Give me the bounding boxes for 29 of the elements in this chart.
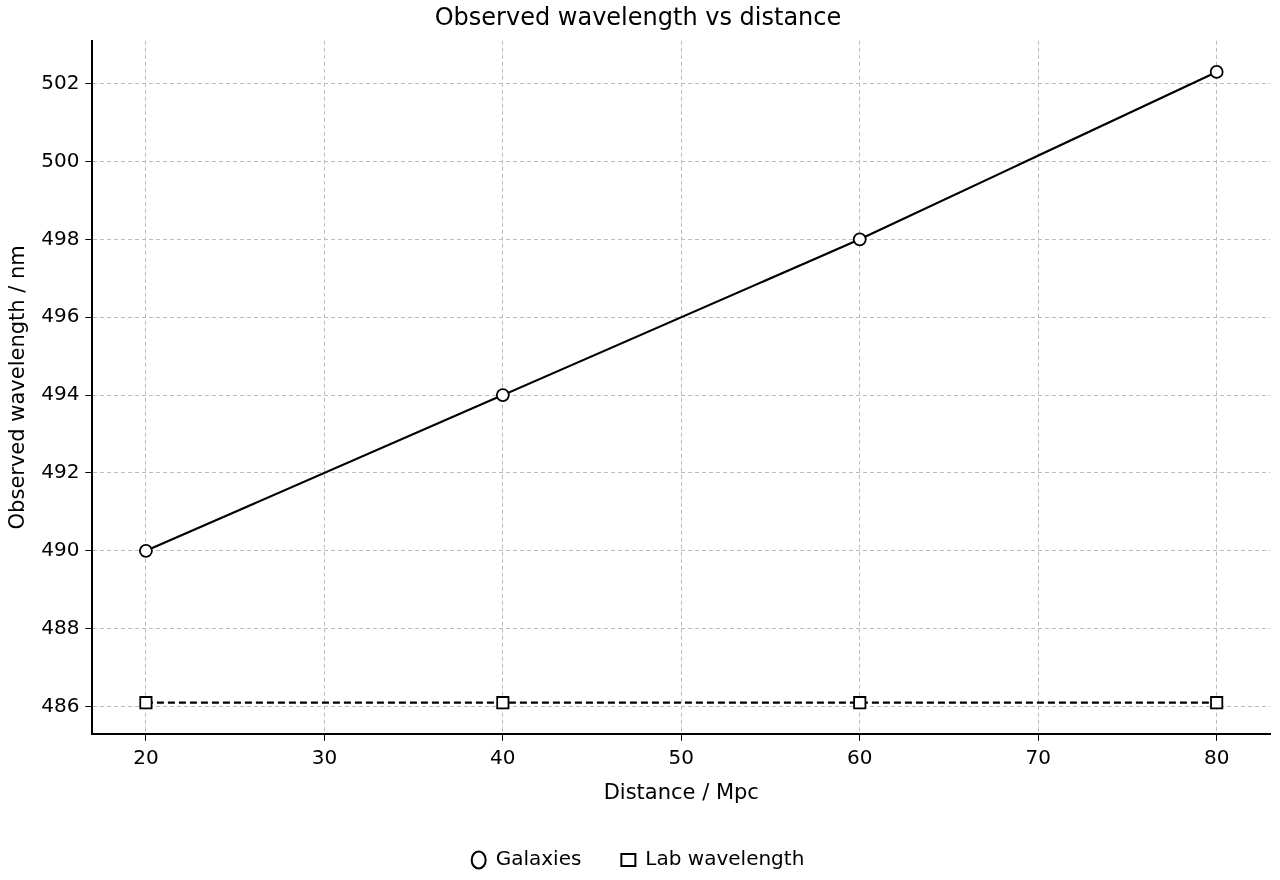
- y-tick-label: 486: [41, 692, 80, 717]
- chart-title: Observed wavelength vs distance: [434, 2, 842, 31]
- legend-label: Lab wavelength: [645, 846, 805, 871]
- point: [496, 696, 510, 710]
- x-axis-title: Distance / Mpc: [603, 779, 759, 804]
- point: [1210, 696, 1224, 710]
- x-tick-label: 70: [1025, 745, 1051, 769]
- point: [853, 696, 867, 710]
- y-tick-label: 492: [41, 459, 80, 484]
- y-tick-label: 502: [41, 69, 80, 94]
- point: [139, 696, 153, 710]
- x-tick-label: 80: [1203, 745, 1230, 769]
- legend-label: Galaxies: [495, 846, 582, 871]
- x-tick-label: 20: [133, 745, 159, 769]
- y-tick-label: 494: [41, 381, 80, 406]
- y-tick-label: 488: [41, 614, 80, 639]
- x-tick-label: 40: [490, 745, 516, 769]
- point: [495, 388, 510, 402]
- x-tick-label: 60: [847, 745, 873, 769]
- y-tick-label: 500: [41, 147, 80, 172]
- point: [1209, 65, 1224, 79]
- x-tick-label: 30: [311, 745, 338, 769]
- y-axis-title: Observed wavelength / nm: [5, 245, 30, 530]
- x-tick-label: 50: [668, 745, 695, 769]
- y-tick-label: 490: [41, 537, 80, 562]
- y-tick-label: 496: [41, 303, 80, 328]
- point: [139, 543, 153, 558]
- point: [852, 232, 867, 247]
- y-tick-label: 498: [41, 225, 80, 250]
